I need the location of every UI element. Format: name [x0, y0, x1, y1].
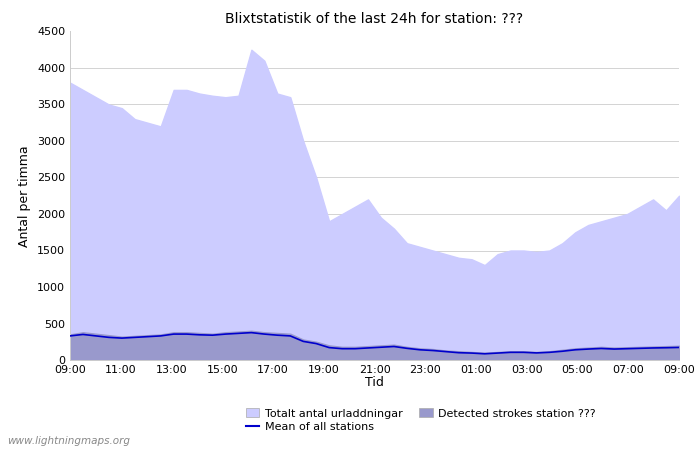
Legend: Totalt antal urladdningar, Mean of all stations, Detected strokes station ???: Totalt antal urladdningar, Mean of all s…: [246, 408, 596, 432]
Text: www.lightningmaps.org: www.lightningmaps.org: [7, 436, 130, 446]
Y-axis label: Antal per timma: Antal per timma: [18, 145, 32, 247]
Title: Blixtstatistik of the last 24h for station: ???: Blixtstatistik of the last 24h for stati…: [225, 12, 524, 26]
X-axis label: Tid: Tid: [365, 376, 384, 389]
